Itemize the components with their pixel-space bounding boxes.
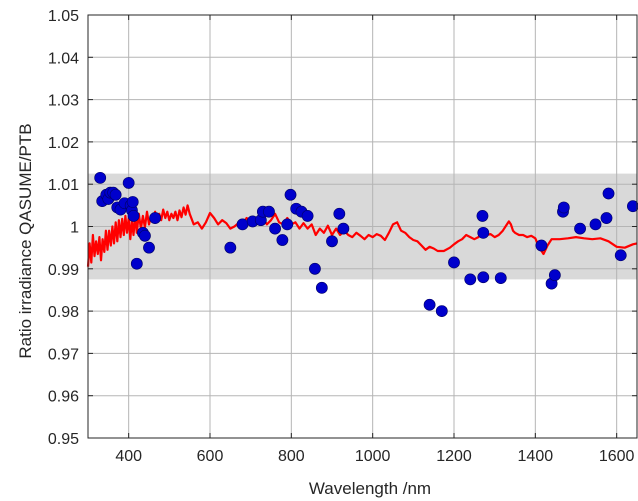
measurement-point xyxy=(236,218,249,231)
axes-layer xyxy=(87,14,638,439)
measurement-point xyxy=(476,210,489,222)
measurement-point xyxy=(535,239,548,252)
measurement-point xyxy=(149,212,161,224)
y-tick-label: 0.98 xyxy=(48,304,79,321)
measurement-point xyxy=(281,218,294,231)
measurement-point xyxy=(276,234,289,246)
measurement-point xyxy=(326,235,338,248)
x-tick-label: 600 xyxy=(197,448,224,465)
measurement-points-layer xyxy=(94,171,638,317)
measurement-point xyxy=(337,222,350,235)
measurement-point xyxy=(600,212,613,224)
measurement-point xyxy=(448,256,460,269)
y-tick-label: 1.05 xyxy=(48,8,79,25)
x-tick-label: 400 xyxy=(115,448,142,465)
y-tick-label: 1.04 xyxy=(48,50,79,67)
x-tick-label: 800 xyxy=(278,448,305,465)
measurement-point xyxy=(109,188,122,201)
y-tick-label: 0.99 xyxy=(48,262,79,279)
grid-layer xyxy=(88,14,637,439)
measurement-point xyxy=(284,188,297,201)
measurement-point xyxy=(224,241,237,254)
measurement-point xyxy=(477,271,490,284)
measurement-point xyxy=(627,200,638,213)
y-tick-label: 1.02 xyxy=(48,135,79,152)
x-tick-label: 1600 xyxy=(599,448,635,465)
y-tick-label: 0.97 xyxy=(48,346,79,363)
measurement-point xyxy=(423,298,436,311)
x-tick-label: 1200 xyxy=(436,448,472,465)
measurement-point xyxy=(126,196,139,208)
x-tick-label: 1400 xyxy=(518,448,554,465)
measurement-point xyxy=(589,218,602,231)
measurement-point xyxy=(263,205,275,218)
ratio-line xyxy=(86,204,638,267)
measurement-point xyxy=(269,222,281,235)
y-tick-label: 0.95 xyxy=(48,431,79,448)
y-tick-label: 1 xyxy=(70,220,79,237)
measurement-point xyxy=(602,187,615,200)
measurement-point xyxy=(557,201,570,214)
measurement-point xyxy=(614,249,627,262)
x-tick-label: 1000 xyxy=(355,448,391,465)
measurement-point xyxy=(333,207,346,220)
tick-labels-layer: 400 600 800 1000 1200 1400 1600 0.95 0.96 0.97 0.9… xyxy=(48,8,635,465)
measurement-point xyxy=(574,222,586,235)
y-tick-label: 1.01 xyxy=(48,177,79,194)
x-axis-label: Wavelength /nm xyxy=(309,479,431,498)
ratio-line-layer xyxy=(86,204,638,267)
y-axis-label: Ratio irradiance QASUME/PTB xyxy=(16,123,35,358)
measurement-point xyxy=(435,305,448,317)
measurement-point xyxy=(127,210,140,222)
measurement-point xyxy=(139,229,151,242)
measurement-point xyxy=(309,262,321,275)
y-tick-label: 1.03 xyxy=(48,93,79,110)
measurement-point xyxy=(477,226,490,239)
measurement-point xyxy=(122,177,135,189)
measurement-point xyxy=(143,241,155,254)
measurement-point xyxy=(130,257,143,270)
measurement-point xyxy=(301,210,314,222)
y-tick-label: 0.96 xyxy=(48,389,79,406)
measurement-point xyxy=(94,171,107,184)
measurement-point xyxy=(315,281,328,294)
measurement-point xyxy=(464,273,477,286)
measurement-point xyxy=(548,269,561,282)
measurement-point xyxy=(494,272,507,285)
